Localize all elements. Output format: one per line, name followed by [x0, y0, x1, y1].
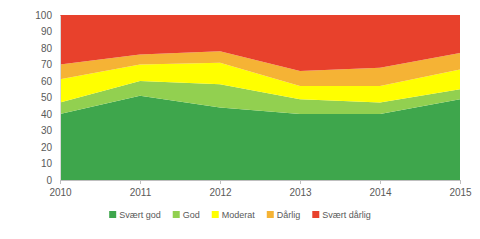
- legend-swatch: [173, 211, 180, 218]
- y-tick: 40: [41, 109, 60, 120]
- y-tick-label: 70: [41, 59, 53, 70]
- y-axis: 0 10 20 30 40 50 60 70 80 90 100: [35, 10, 60, 186]
- legend-item: Svært god: [109, 210, 161, 220]
- x-tick-label: 2011: [130, 187, 152, 198]
- legend-label: Moderat: [222, 210, 256, 220]
- y-tick: 100: [35, 10, 60, 21]
- x-tick-label: 2012: [209, 187, 232, 198]
- y-tick: 50: [41, 92, 60, 103]
- legend: Svært god God Moderat Dårlig Svært dårlig: [109, 210, 371, 220]
- x-tick: 2015: [449, 180, 472, 198]
- legend-swatch: [267, 211, 274, 218]
- chart: 0102030405060708090100201020112012201320…: [0, 0, 480, 239]
- x-tick-mark: [380, 180, 381, 184]
- x-axis: 2010 2011 2012 2013 2014 2015: [49, 180, 472, 198]
- plot: 0102030405060708090100201020112012201320…: [35, 10, 472, 198]
- legend-item: Svært dårlig: [312, 210, 371, 220]
- y-tick: 70: [41, 59, 60, 70]
- y-tick-label: 60: [41, 76, 53, 87]
- legend-label: God: [183, 210, 200, 220]
- legend-label: Svært god: [119, 210, 161, 220]
- y-tick: 10: [41, 158, 60, 169]
- x-tick-mark: [460, 180, 461, 184]
- y-tick: 90: [41, 26, 60, 37]
- y-tick: 30: [41, 125, 60, 136]
- legend-swatch: [312, 211, 319, 218]
- legend-swatch: [212, 211, 219, 218]
- y-tick-label: 40: [41, 109, 53, 120]
- legend-item: God: [173, 210, 200, 220]
- y-tick-label: 100: [35, 10, 52, 21]
- x-tick-label: 2010: [49, 187, 72, 198]
- y-axis-line: [60, 16, 61, 181]
- y-tick: 60: [41, 76, 60, 87]
- x-tick: 2014: [369, 180, 392, 198]
- y-tick-label: 0: [46, 175, 52, 186]
- x-tick: 2012: [209, 180, 232, 198]
- x-tick-mark: [220, 180, 221, 184]
- legend-item: Dårlig: [267, 210, 301, 220]
- x-tick-mark: [300, 180, 301, 184]
- y-tick-label: 80: [41, 43, 53, 54]
- legend-item: Moderat: [212, 210, 256, 220]
- legend-label: Dårlig: [277, 210, 301, 220]
- y-tick: 20: [41, 142, 60, 153]
- x-tick-label: 2013: [289, 187, 312, 198]
- y-tick: 0: [46, 175, 60, 186]
- legend-label: Svært dårlig: [322, 210, 371, 220]
- x-tick: 2010: [49, 180, 72, 198]
- x-tick-mark: [60, 180, 61, 184]
- y-tick-label: 10: [41, 158, 53, 169]
- y-tick-label: 50: [41, 92, 53, 103]
- x-tick-mark: [140, 180, 141, 184]
- y-tick-label: 30: [41, 125, 53, 136]
- area-series: [60, 15, 460, 71]
- y-tick: 80: [41, 43, 60, 54]
- x-tick: 2011: [130, 180, 152, 198]
- x-tick: 2013: [289, 180, 312, 198]
- areas: [60, 15, 460, 180]
- y-tick-label: 90: [41, 26, 53, 37]
- x-tick-label: 2014: [369, 187, 392, 198]
- x-tick-label: 2015: [449, 187, 472, 198]
- y-tick-label: 20: [41, 142, 53, 153]
- x-axis-line: [61, 180, 461, 181]
- legend-swatch: [109, 211, 116, 218]
